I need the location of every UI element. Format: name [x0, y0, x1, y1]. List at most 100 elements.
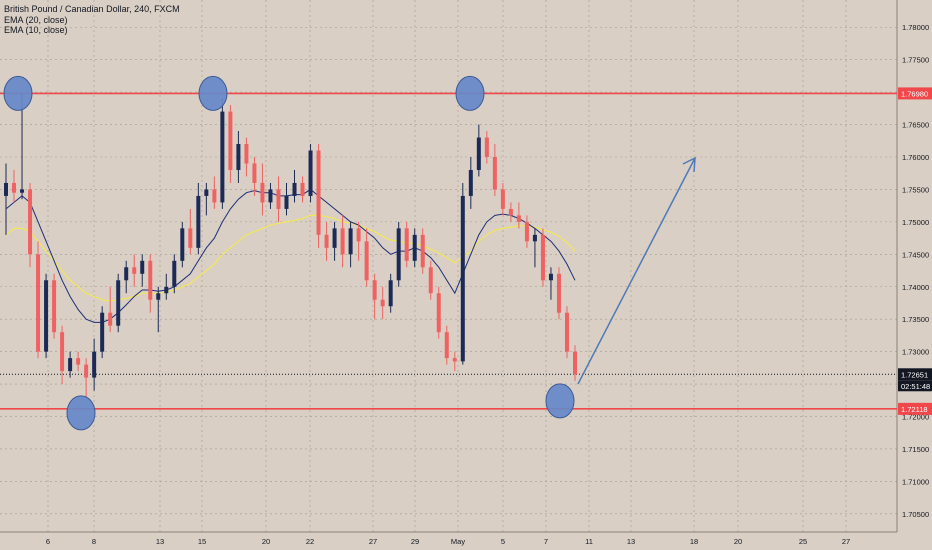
candle-body — [228, 111, 233, 170]
candle-body — [12, 182, 17, 193]
y-tick-label: 1.75000 — [902, 218, 929, 227]
y-tick-label: 1.73500 — [902, 315, 929, 324]
candle-body — [76, 358, 81, 365]
candle-body — [324, 234, 329, 248]
candle-body — [436, 293, 441, 333]
candle-body — [108, 312, 113, 326]
pivot-marker-circle — [66, 395, 96, 431]
x-tick-label: 25 — [799, 537, 807, 546]
countdown-label: 02:51:48 — [901, 382, 930, 391]
candle-body — [573, 351, 577, 375]
x-tick-label: 27 — [842, 537, 850, 546]
candle-body — [500, 189, 505, 209]
candle-body — [308, 150, 313, 196]
candle-body — [252, 163, 257, 183]
candle-body — [68, 358, 73, 372]
candle-body — [516, 215, 521, 222]
candle-body — [268, 189, 273, 203]
candle-body — [556, 273, 561, 313]
y-tick-label: 1.70500 — [902, 510, 929, 519]
x-tick-label: 6 — [46, 537, 50, 546]
y-tick-label: 1.76000 — [902, 153, 929, 162]
current-price-box — [898, 368, 932, 381]
pivot-marker-circle — [3, 75, 33, 111]
candle-body — [52, 280, 57, 333]
candle-body — [444, 332, 449, 359]
candle-body — [84, 364, 89, 378]
candle-body — [300, 182, 305, 196]
support-price-box — [898, 402, 932, 415]
projection-arrow-line — [577, 157, 696, 385]
candle-body — [284, 195, 289, 209]
x-tick-label: 27 — [369, 537, 377, 546]
x-tick-label: 7 — [544, 537, 548, 546]
candle-body — [340, 228, 345, 255]
support-price-label: 1.72118 — [901, 405, 928, 414]
x-tick-label: 15 — [198, 537, 206, 546]
x-tick-label: 20 — [734, 537, 742, 546]
candle-body — [188, 228, 193, 248]
candle-body — [92, 351, 97, 378]
legend-ema20[interactable]: EMA (20, close) — [4, 14, 68, 25]
candle-body — [156, 293, 161, 300]
y-tick-label: 1.72000 — [902, 413, 929, 422]
candle-body — [292, 182, 297, 196]
candle-body — [116, 280, 121, 326]
candle-body — [196, 195, 201, 248]
candle-body — [524, 221, 529, 242]
candle-body — [372, 280, 377, 300]
candle-body — [44, 280, 49, 352]
candle-body — [548, 273, 553, 281]
candle-body — [388, 280, 393, 307]
y-tick-label: 1.77500 — [902, 56, 929, 65]
legend-title: British Pound / Canadian Dollar, 240, FX… — [4, 4, 180, 14]
candle-body — [180, 228, 185, 261]
candle-body — [492, 157, 497, 190]
candle-body — [124, 267, 129, 281]
candle-body — [236, 144, 241, 170]
candle-body — [332, 228, 337, 248]
pivot-marker-circle — [455, 75, 485, 111]
candle-body — [204, 189, 209, 196]
candle-body — [212, 189, 217, 203]
candle-body — [404, 228, 409, 261]
candle-body — [132, 267, 137, 274]
candle-body — [244, 144, 249, 164]
ema20-line — [5, 214, 576, 302]
y-tick-label: 1.74500 — [902, 250, 929, 259]
candle-body — [428, 267, 433, 294]
candle-body — [148, 260, 153, 300]
candle-body — [260, 182, 265, 203]
candle-body — [476, 137, 481, 170]
pivot-marker-circle — [545, 383, 575, 419]
x-tick-label: 22 — [306, 537, 314, 546]
y-tick-label: 1.78000 — [902, 23, 929, 32]
x-tick-label: 20 — [262, 537, 270, 546]
y-tick-label: 1.71500 — [902, 445, 929, 454]
x-tick-label: 13 — [156, 537, 164, 546]
y-tick-label: 1.73000 — [902, 348, 929, 357]
legend-ema10[interactable]: EMA (10, close) — [4, 25, 68, 35]
x-tick-label: 18 — [690, 537, 698, 546]
candle-body — [396, 228, 401, 281]
x-tick-label: 29 — [411, 537, 419, 546]
candle-body — [468, 169, 473, 196]
x-tick-label: 13 — [627, 537, 635, 546]
candle-body — [28, 189, 33, 255]
y-tick-label: 1.71000 — [902, 477, 929, 486]
resistance-price-label: 1.76980 — [901, 89, 928, 98]
candle-body — [276, 189, 281, 209]
candle-body — [412, 234, 417, 261]
candle-body — [540, 234, 545, 281]
projection-arrow-head — [682, 156, 696, 173]
y-tick-label: 1.75500 — [902, 185, 929, 194]
candle-body — [348, 228, 353, 255]
candle-body — [60, 332, 65, 372]
candle-body — [316, 150, 321, 235]
candle-body — [164, 286, 169, 294]
candle-body — [220, 111, 225, 203]
chart-legend: British Pound / Canadian Dollar, 240, FX… — [4, 4, 180, 36]
resistance-price-box — [898, 87, 932, 100]
